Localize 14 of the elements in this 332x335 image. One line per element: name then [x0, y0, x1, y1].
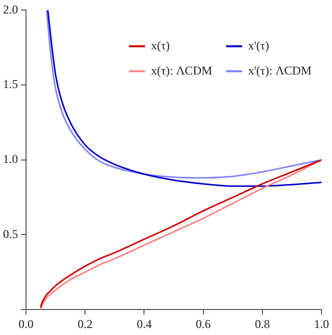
x-tick-label: 0.2 [78, 316, 93, 331]
y-tick-label: 1.0 [3, 152, 18, 166]
legend-label: x'(τ) [248, 38, 270, 52]
x-tick-label: 1.0 [314, 316, 329, 331]
legend-label: x'(τ): ΛCDM [248, 63, 312, 78]
x-tick-label: 0.4 [136, 316, 152, 331]
x-tick-label: 0.6 [196, 316, 211, 331]
legend-label: x(τ): ΛCDM [150, 63, 212, 78]
y-tick-label: 0.5 [3, 226, 18, 241]
y-tick-label: 1.5 [3, 77, 18, 92]
x-tick-label: 0.8 [254, 316, 270, 331]
y-tick-label: 2.0 [3, 2, 18, 16]
x-tick-label: 0.0 [18, 316, 34, 331]
legend-label: x(τ) [150, 38, 170, 52]
